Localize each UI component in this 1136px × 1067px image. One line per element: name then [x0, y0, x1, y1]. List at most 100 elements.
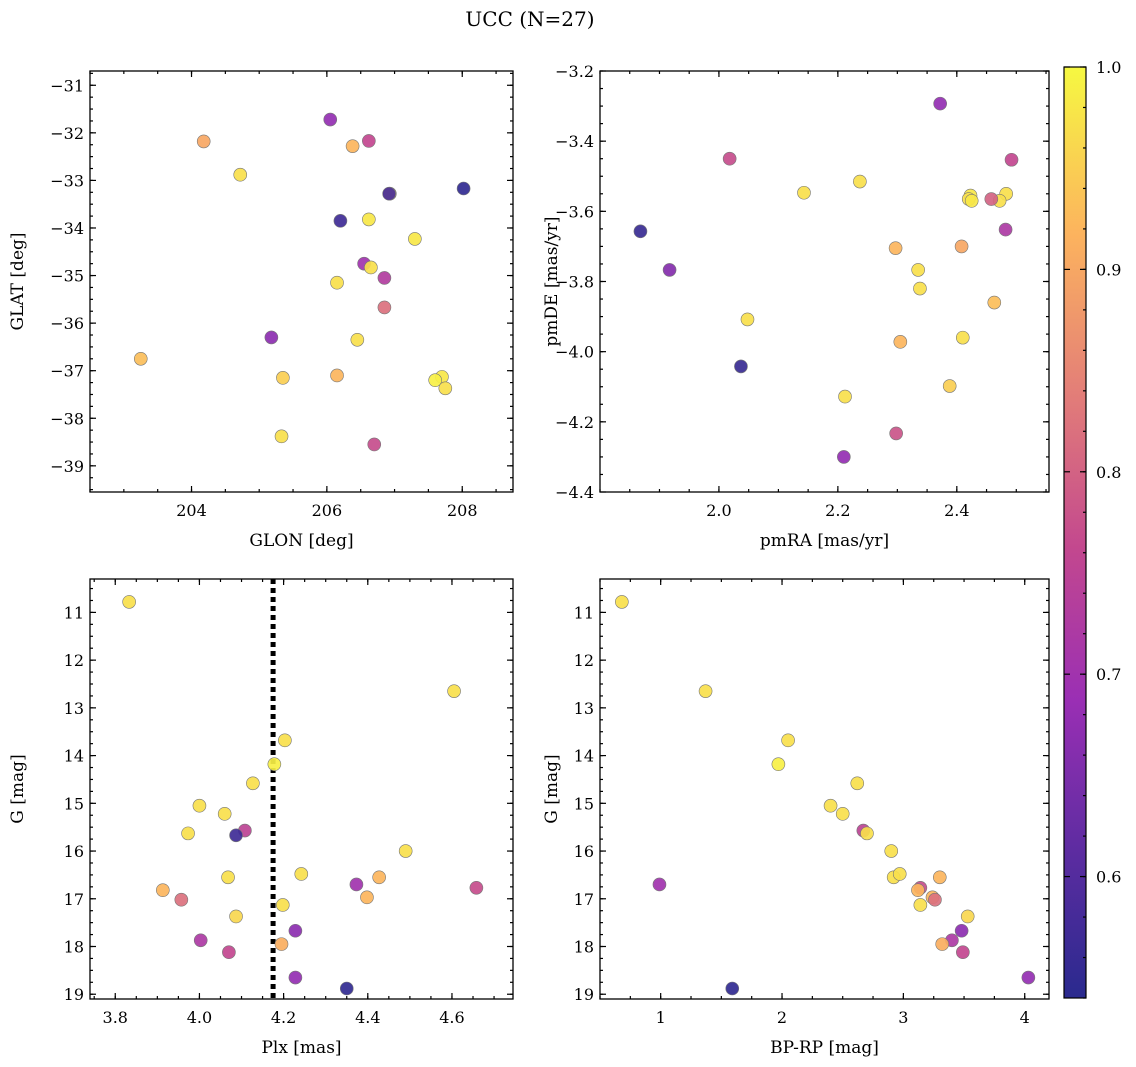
data-point	[960, 909, 975, 924]
data-point	[984, 192, 999, 206]
data-point	[246, 776, 260, 791]
data-point	[278, 733, 292, 748]
data-point	[294, 867, 309, 881]
data-point	[174, 892, 189, 907]
x-tick-label: 1	[656, 1008, 666, 1027]
data-point	[911, 263, 925, 277]
x-tick-label: 3	[898, 1008, 908, 1027]
data-point	[892, 867, 907, 881]
y-axis-label: G [mag]	[8, 754, 28, 823]
y-tick-label: −38	[50, 409, 84, 428]
x-tick-label: 2.2	[825, 501, 850, 520]
data-point	[349, 877, 364, 892]
y-axis-label: G [mag]	[542, 754, 562, 823]
data-point	[362, 212, 376, 227]
x-axis-label: GLON [deg]	[249, 531, 353, 551]
y-tick-label: 13	[64, 699, 84, 718]
data-point	[345, 139, 360, 153]
data-point	[323, 112, 338, 127]
x-tick-label: 2.4	[944, 501, 969, 520]
y-tick-label: −33	[50, 171, 84, 190]
data-point	[428, 373, 442, 388]
data-point	[1021, 970, 1036, 985]
data-point	[662, 263, 677, 277]
x-tick-label: 204	[176, 501, 207, 520]
data-point	[740, 312, 755, 327]
data-point	[884, 844, 899, 858]
data-point	[889, 426, 903, 441]
y-tick-label: −36	[50, 314, 84, 333]
data-point	[196, 134, 211, 149]
y-axis-label: GLAT [deg]	[8, 232, 28, 330]
data-point	[350, 332, 365, 347]
data-point	[1004, 152, 1019, 167]
data-point	[893, 335, 908, 349]
data-point	[264, 330, 279, 345]
data-point	[633, 224, 648, 239]
data-point	[233, 167, 248, 182]
plot-frame	[599, 578, 1050, 1000]
y-tick-label: 19	[574, 985, 594, 1004]
y-tick-label: −3.6	[555, 202, 594, 221]
data-point	[181, 826, 195, 841]
data-point	[850, 776, 865, 791]
data-point	[964, 194, 979, 208]
y-tick-label: −4.4	[555, 483, 594, 502]
data-point	[722, 151, 737, 166]
data-point	[408, 232, 422, 246]
data-point	[797, 185, 811, 200]
data-point	[913, 898, 928, 912]
data-point	[932, 870, 947, 885]
y-tick-label: 17	[64, 890, 84, 909]
data-point	[372, 870, 386, 885]
data-point	[377, 271, 392, 285]
data-point	[330, 275, 344, 290]
data-point	[954, 923, 969, 938]
y-tick-label: −4.2	[555, 413, 594, 432]
y-tick-label: 13	[574, 699, 594, 718]
data-point	[698, 684, 713, 698]
x-tick-label: 2	[777, 1008, 787, 1027]
y-tick-label: −4.0	[555, 343, 594, 362]
data-point	[229, 828, 243, 843]
data-point	[122, 595, 136, 609]
x-axis-label: pmRA [mas/yr]	[760, 531, 889, 551]
x-axis-label: BP-RP [mag]	[770, 1038, 879, 1058]
data-point	[835, 807, 850, 821]
panel-plx-g: 3.8 4.0 4.2 4.4 4.6 11 12 13 14 15 16 17 18 19 Plx [ma…	[8, 578, 514, 1058]
colorbar-tick-label: 0.6	[1096, 868, 1121, 887]
y-tick-label: 12	[574, 651, 594, 670]
data-point	[652, 877, 667, 892]
data-point	[853, 174, 867, 189]
y-tick-label: 14	[574, 747, 594, 766]
data-point	[954, 239, 969, 254]
data-point	[781, 733, 795, 748]
data-point	[275, 898, 290, 912]
data-point	[615, 595, 629, 609]
data-point	[339, 981, 354, 996]
y-tick-label: 11	[574, 603, 594, 622]
plot-frame	[599, 70, 1050, 493]
panel-glon-glat: 204 206 208 −39 −38 −37 −36 −35 −34 −33 −32 −31 GLON…	[8, 70, 514, 551]
y-tick-label: −32	[50, 124, 84, 143]
data-point	[911, 883, 925, 897]
data-point	[913, 281, 927, 296]
y-tick-label: 18	[64, 938, 84, 957]
figure-title: UCC (N=27)	[465, 7, 594, 31]
data-point	[288, 923, 303, 938]
x-axis-label: Plx [mas]	[261, 1038, 341, 1058]
data-point	[274, 429, 289, 444]
data-point	[367, 437, 382, 452]
colorbar-tick-label: 0.7	[1096, 665, 1121, 684]
x-tick-label: 4.0	[187, 1008, 212, 1027]
y-tick-label: −3.2	[555, 62, 594, 81]
y-tick-label: 17	[574, 890, 594, 909]
data-point	[469, 880, 484, 895]
data-point	[935, 937, 950, 951]
y-tick-label: −31	[50, 76, 84, 95]
y-tick-label: −37	[50, 362, 84, 381]
y-axis-label: pmDE [mas/yr]	[542, 216, 562, 346]
panel-pmra-pmde: 2.0 2.2 2.4 −4.4 −4.2 −4.0 −3.8 −3.6 −3.4 −3.2 pmR…	[542, 62, 1050, 551]
data-point	[193, 933, 208, 948]
